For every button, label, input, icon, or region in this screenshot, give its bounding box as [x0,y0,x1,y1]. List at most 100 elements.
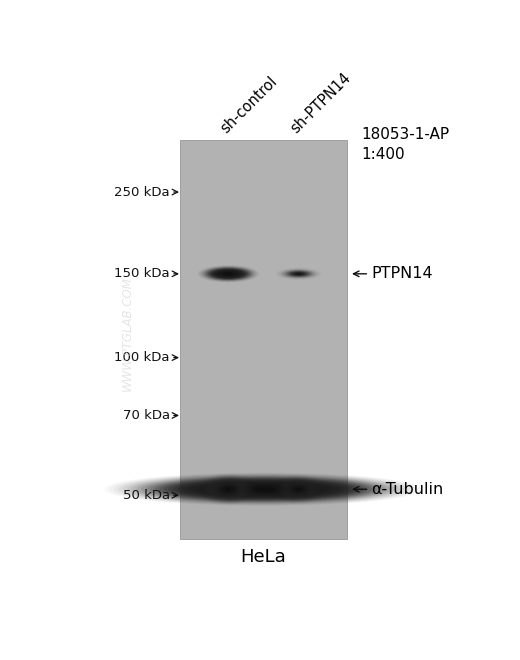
Ellipse shape [294,273,303,275]
Ellipse shape [212,481,244,498]
Ellipse shape [173,480,354,499]
Ellipse shape [283,482,314,497]
Ellipse shape [209,484,318,495]
Ellipse shape [206,478,251,501]
Ellipse shape [209,268,248,279]
Ellipse shape [276,478,322,501]
Ellipse shape [222,486,235,492]
Ellipse shape [202,476,255,503]
Ellipse shape [289,271,308,277]
Ellipse shape [287,484,310,495]
Ellipse shape [217,484,240,495]
Ellipse shape [215,482,242,496]
Ellipse shape [226,273,230,275]
Ellipse shape [277,478,320,500]
Ellipse shape [209,479,249,500]
Text: WWW.PTGLAB.COM: WWW.PTGLAB.COM [121,276,134,391]
Ellipse shape [136,476,391,503]
Ellipse shape [216,271,241,277]
Ellipse shape [232,486,295,492]
Ellipse shape [146,477,382,502]
Text: sh-PTPN14: sh-PTPN14 [288,70,354,136]
Ellipse shape [294,487,303,492]
Ellipse shape [293,272,305,275]
Ellipse shape [207,478,250,500]
Ellipse shape [282,481,315,497]
Ellipse shape [224,486,233,492]
Ellipse shape [213,269,244,279]
Ellipse shape [202,267,254,281]
Ellipse shape [164,478,363,500]
Ellipse shape [282,269,316,279]
Ellipse shape [213,482,243,497]
Ellipse shape [296,273,301,275]
Ellipse shape [219,271,238,277]
Text: sh-control: sh-control [218,74,280,136]
Ellipse shape [295,273,302,275]
Bar [180,140,347,539]
Text: 100 kDa: 100 kDa [114,351,170,364]
Ellipse shape [292,486,306,493]
Ellipse shape [226,488,231,490]
Ellipse shape [297,488,300,490]
Ellipse shape [291,272,306,276]
Ellipse shape [207,268,249,280]
Ellipse shape [214,484,314,494]
Ellipse shape [200,482,327,496]
Ellipse shape [186,481,341,498]
Ellipse shape [206,268,250,280]
Ellipse shape [290,272,307,276]
Ellipse shape [118,474,409,505]
Ellipse shape [203,477,253,502]
Ellipse shape [159,478,368,500]
Text: 150 kDa: 150 kDa [114,267,170,280]
Ellipse shape [177,480,350,498]
Ellipse shape [215,270,242,278]
Ellipse shape [200,266,256,282]
Ellipse shape [221,272,236,276]
Ellipse shape [218,484,238,494]
Ellipse shape [218,484,309,494]
Ellipse shape [254,488,272,490]
Ellipse shape [205,267,251,280]
Ellipse shape [227,488,230,490]
Ellipse shape [211,480,246,498]
Ellipse shape [288,271,309,277]
Ellipse shape [236,486,291,492]
Ellipse shape [245,487,282,491]
Ellipse shape [214,270,243,278]
Ellipse shape [281,480,316,498]
Ellipse shape [222,272,235,276]
Ellipse shape [284,270,313,278]
Ellipse shape [203,267,253,281]
Ellipse shape [132,475,395,503]
Ellipse shape [150,477,377,501]
Ellipse shape [259,489,268,490]
Ellipse shape [287,271,310,277]
Ellipse shape [201,266,255,281]
Ellipse shape [168,479,359,500]
Ellipse shape [296,488,301,490]
Text: PTPN14: PTPN14 [371,267,433,281]
Text: α-Tubulin: α-Tubulin [371,482,444,497]
Ellipse shape [285,482,313,496]
Ellipse shape [280,269,317,279]
Text: 250 kDa: 250 kDa [114,185,170,199]
Ellipse shape [227,485,300,493]
Ellipse shape [127,475,400,504]
Ellipse shape [196,482,332,496]
Ellipse shape [154,478,372,501]
Ellipse shape [204,483,322,496]
Text: 70 kDa: 70 kDa [123,409,170,422]
Ellipse shape [204,267,252,280]
Ellipse shape [221,485,236,493]
Ellipse shape [123,475,404,504]
Ellipse shape [289,484,308,494]
Text: HeLa: HeLa [241,548,287,566]
Ellipse shape [286,483,311,496]
Ellipse shape [278,479,319,500]
Ellipse shape [211,269,246,279]
Text: 18053-1-AP
1:400: 18053-1-AP 1:400 [361,127,449,162]
Ellipse shape [223,273,233,275]
Ellipse shape [216,483,241,496]
